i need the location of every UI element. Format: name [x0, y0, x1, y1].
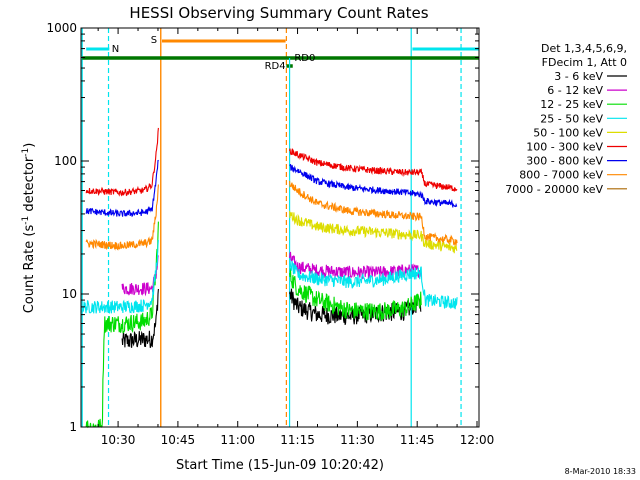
x-tick-label: 10:45: [161, 433, 196, 447]
series-line-1-seg-0: [121, 253, 159, 297]
night-flag-label: N: [112, 44, 119, 55]
legend-header-2: FDecim 1, Att 0: [542, 56, 627, 69]
y-tick-label: 1: [69, 420, 77, 434]
y-axis-label: Count Rate (s-1 detector-1): [21, 143, 37, 314]
series-line-2-seg-0: [85, 221, 159, 429]
footer-timestamp: 8-Mar-2010 18:33: [565, 467, 636, 476]
legend-label: 300 - 800 keV: [526, 155, 603, 168]
x-axis-label: Start Time (15-Jun-09 10:20:42): [176, 458, 384, 473]
series-line-4-seg-0: [289, 210, 458, 254]
legend-label: 100 - 300 keV: [526, 141, 603, 154]
series-line-0-seg-0: [121, 288, 159, 348]
decimation-right-label: RD0: [294, 53, 315, 64]
y-tick-label: 10: [62, 287, 77, 301]
annotation-layer: N S RD4 RD0: [81, 28, 479, 427]
legend-label: 12 - 25 keV: [540, 98, 603, 111]
x-tick-label: 11:15: [280, 433, 315, 447]
legend-header-1: Det 1,3,4,5,6,9,: [541, 42, 627, 55]
x-tick-label: 11:00: [220, 433, 255, 447]
series-line-6-seg-0: [85, 159, 159, 218]
y-tick-label: 1000: [46, 21, 77, 35]
series-line-3-seg-1: [289, 257, 458, 310]
x-tick-label: 11:30: [340, 433, 375, 447]
series-line-5-seg-1: [289, 148, 458, 192]
legend: Det 1,3,4,5,6,9, FDecim 1, Att 0 3 - 6 k…: [505, 42, 627, 196]
series-layer: [81, 127, 458, 429]
series-line-7-seg-0: [85, 184, 159, 251]
series-line-3-seg-0: [81, 239, 159, 314]
series-line-7-seg-1: [289, 180, 458, 247]
legend-label: 50 - 100 keV: [533, 126, 603, 139]
series-line-5-seg-0: [85, 127, 159, 197]
series-line-6-seg-1: [289, 163, 458, 208]
axis-layer: 10:30 10:45 11:00 11:15 11:30 11:45 12:00 1 10 10…: [46, 21, 494, 447]
legend-label: 3 - 6 keV: [554, 70, 603, 83]
saa-flag-label: S: [151, 35, 157, 46]
legend-label: 7000 - 20000 keV: [505, 183, 603, 196]
legend-label: 25 - 50 keV: [540, 112, 603, 125]
x-tick-label: 10:30: [101, 433, 136, 447]
x-tick-label: 12:00: [460, 433, 495, 447]
legend-label: 6 - 12 keV: [547, 84, 603, 97]
chart-title: HESSI Observing Summary Count Rates: [129, 4, 428, 22]
series-line-2-seg-1: [289, 268, 422, 321]
x-tick-label: 11:45: [400, 433, 435, 447]
plot-frame: [80, 27, 480, 428]
legend-label: 800 - 7000 keV: [519, 169, 603, 182]
decimation-left-label: RD4: [265, 61, 286, 72]
y-tick-label: 100: [54, 154, 77, 168]
